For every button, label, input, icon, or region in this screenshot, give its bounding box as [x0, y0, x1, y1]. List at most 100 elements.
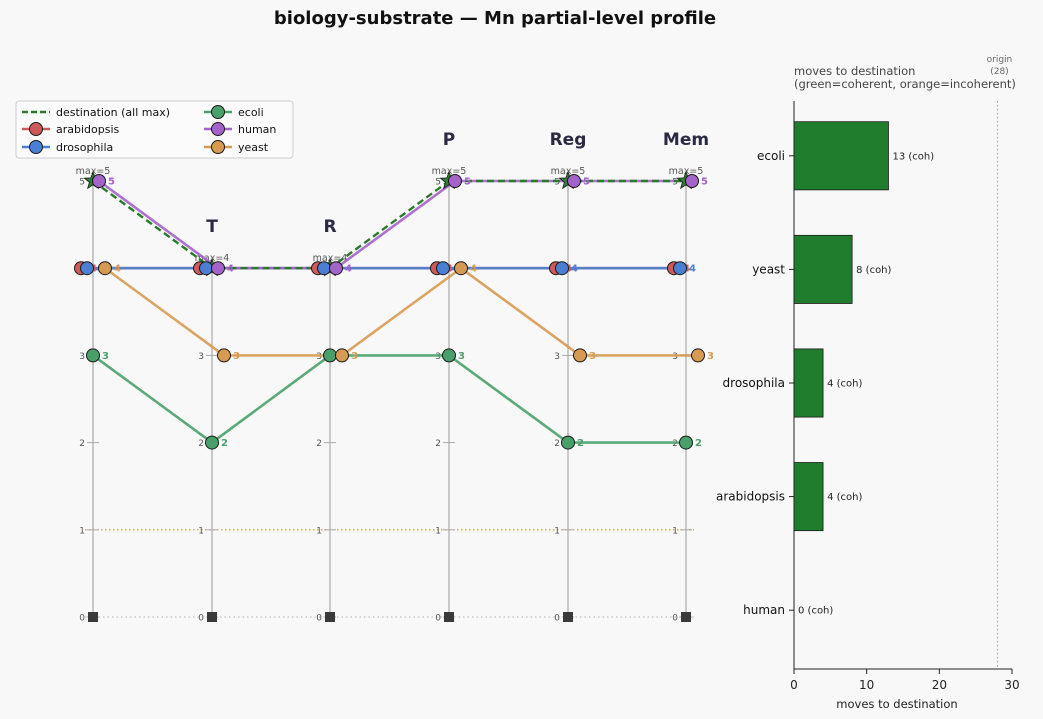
axis-tick-label: 5	[435, 178, 441, 188]
series-point-human	[685, 174, 699, 188]
series-point-ecoli	[205, 435, 219, 450]
axis-tick-label: 1	[554, 526, 560, 536]
series-point-drosophila	[80, 261, 94, 276]
series-line-human	[98, 179, 692, 270]
series-value-label-human: 5	[464, 177, 471, 188]
series-value-label-human: 4	[227, 264, 234, 275]
series-value-label-ecoli: 2	[577, 438, 584, 449]
origin-label-line2: (28)	[990, 67, 1008, 77]
series-value-label-ecoli: 3	[102, 351, 109, 362]
legend-label-destination-all-max-: destination (all max)	[56, 106, 170, 119]
series-value-label-yeast: 3	[589, 351, 596, 362]
bar-category-label-drosophila: drosophila	[723, 376, 785, 390]
series-point-yeast	[98, 261, 112, 276]
destination-line	[92, 179, 686, 270]
series-point-yeast	[573, 348, 587, 363]
axis-tick-label: 3	[198, 352, 204, 362]
series-value-label-drosophila: 4	[571, 264, 578, 275]
origin-marker	[444, 612, 454, 622]
axis-tick-label: 3	[435, 352, 441, 362]
series-point-yeast	[691, 348, 705, 363]
series-point-ecoli	[323, 348, 337, 363]
bar-x-tick-label: 30	[1004, 678, 1019, 692]
axis-name-t: T	[206, 217, 218, 237]
series-point-drosophila	[555, 261, 569, 276]
series-value-label-ecoli: 3	[458, 351, 465, 362]
bar-yeast	[793, 234, 853, 304]
axis-tick-label: 2	[316, 439, 322, 449]
bar-arabidopsis	[793, 462, 824, 532]
series-value-label-ecoli: 2	[695, 438, 702, 449]
series-line-yeast	[104, 266, 698, 357]
axis-tick-label: 0	[435, 614, 441, 624]
series-point-ecoli	[679, 435, 693, 450]
legend-marker-drosophila	[29, 140, 43, 154]
series-value-label-human: 5	[583, 177, 590, 188]
series-value-label-yeast: 4	[470, 264, 477, 275]
axis-tick-label: 2	[435, 439, 441, 449]
axis-name-mem: Mem	[663, 130, 709, 150]
series-value-label-yeast: 4	[114, 264, 121, 275]
axis-tick-label: 0	[79, 614, 85, 624]
series-value-label-human: 5	[701, 177, 708, 188]
series-point-drosophila	[436, 261, 450, 276]
bar-category-label-ecoli: ecoli	[757, 149, 785, 163]
axis-tick-label: 1	[672, 526, 678, 536]
axis-tick-label: 0	[554, 614, 560, 624]
series-point-human	[92, 174, 106, 188]
legend-label-arabidopsis: arabidopsis	[56, 123, 120, 136]
series-line-ecoli	[92, 354, 686, 445]
axis-tick-label: 3	[79, 352, 85, 362]
bar-chart-title-line2: (green=coherent, orange=incoherent)	[794, 77, 1016, 91]
series-point-yeast	[454, 261, 468, 276]
bar-ecoli	[793, 121, 889, 191]
series-value-label-human: 5	[108, 177, 115, 188]
legend-label-drosophila: drosophila	[56, 141, 113, 154]
axis-tick-label: 5	[554, 178, 560, 188]
series-value-label-human: 4	[345, 264, 352, 275]
axis-tick-label: 2	[554, 439, 560, 449]
bar-value-label-drosophila: 4 (coh)	[827, 379, 862, 390]
bar-value-label-ecoli: 13 (coh)	[892, 151, 934, 162]
legend-marker-ecoli	[211, 105, 225, 119]
axis-tick-label: 3	[316, 352, 322, 362]
origin-marker	[563, 612, 573, 622]
bar-chart-title-line1: moves to destination	[794, 64, 915, 78]
axis-tick-label: 0	[198, 614, 204, 624]
bar-value-label-arabidopsis: 4 (coh)	[827, 492, 862, 503]
bar-x-tick-label: 0	[790, 678, 798, 692]
series-point-yeast	[335, 348, 349, 363]
axis-tick-label: 5	[79, 178, 85, 188]
axis-tick-label: 2	[79, 439, 85, 449]
bar-category-label-arabidopsis: arabidopsis	[716, 490, 785, 504]
bar-x-tick-label: 20	[932, 678, 947, 692]
origin-marker	[325, 612, 335, 622]
axis-name-reg: Reg	[550, 130, 587, 150]
bar-value-label-human: 0 (coh)	[798, 606, 833, 617]
series-point-ecoli	[86, 348, 100, 363]
origin-marker	[88, 612, 98, 622]
axis-tick-label: 1	[79, 526, 85, 536]
series-point-human	[567, 174, 581, 188]
axis-tick-label: 2	[672, 439, 678, 449]
series-point-ecoli	[442, 348, 456, 363]
axis-name-r: R	[323, 217, 336, 237]
series-point-drosophila	[199, 261, 213, 276]
axis-tick-label: 1	[198, 526, 204, 536]
legend-marker-human	[211, 122, 225, 136]
series-value-label-yeast: 3	[233, 351, 240, 362]
origin-marker	[681, 612, 691, 622]
axis-tick-label: 0	[672, 614, 678, 624]
bar-x-axis-label: moves to destination	[836, 697, 957, 711]
series-value-label-ecoli: 2	[221, 438, 228, 449]
axis-tick-label: 1	[316, 526, 322, 536]
origin-marker	[207, 612, 217, 622]
series-point-drosophila	[317, 261, 331, 276]
series-value-label-yeast: 3	[707, 351, 714, 362]
series-point-ecoli	[561, 435, 575, 450]
series-point-human	[329, 261, 343, 276]
bar-drosophila	[793, 348, 824, 418]
axis-name-p: P	[443, 130, 455, 150]
